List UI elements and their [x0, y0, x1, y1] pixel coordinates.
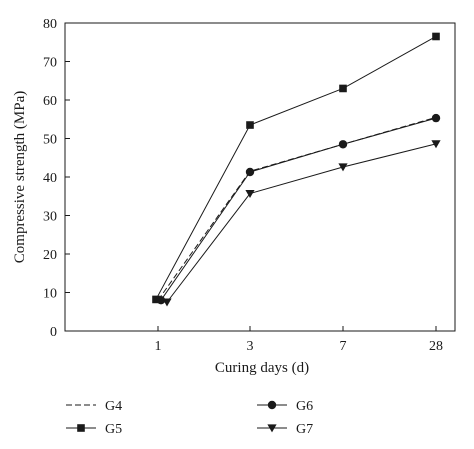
data-point-g7	[245, 189, 255, 198]
y-tick-label: 80	[43, 17, 57, 32]
y-tick-label: 20	[43, 248, 57, 263]
x-axis-label: Curing days (d)	[215, 360, 309, 376]
series-line-g6	[160, 117, 437, 301]
y-tick-label: 10	[43, 287, 57, 302]
legend-marker	[267, 400, 277, 410]
legend-item-g6: G6	[257, 399, 313, 414]
x-axis: 1 3 7 28	[155, 326, 443, 354]
x-tick-label: 1	[155, 339, 162, 354]
y-axis: 0 10 20 30 40 50 60 70 80	[43, 17, 70, 340]
legend-item-g4: G4	[66, 399, 122, 414]
x-tick-label: 3	[247, 339, 254, 354]
y-tick-label: 30	[43, 210, 57, 225]
data-point-g6	[431, 113, 441, 123]
data-point-g5	[246, 121, 254, 129]
series-g4	[157, 116, 437, 301]
data-point-g5	[432, 32, 440, 41]
data-point-g5	[152, 295, 160, 304]
data-point-g7	[162, 298, 172, 307]
legend-item-g5: G5	[66, 422, 122, 437]
legend-label: G4	[105, 399, 122, 414]
legend-marker	[77, 424, 85, 432]
data-point-g7	[338, 163, 348, 172]
data-point-g6	[245, 167, 255, 177]
y-axis-label: Compressive strength (MPa)	[12, 91, 28, 263]
y-tick-label: 60	[43, 94, 57, 109]
series-g7	[162, 140, 441, 307]
legend: G4 G5 G6 G7	[66, 399, 313, 437]
y-tick-label: 0	[50, 325, 57, 340]
legend-label: G5	[105, 422, 122, 437]
data-point-g6	[338, 140, 348, 149]
data-point-g7	[431, 140, 441, 149]
plot-frame	[64, 22, 456, 332]
series-layer	[152, 32, 441, 307]
series-g6	[156, 113, 441, 305]
x-tick-label: 28	[429, 339, 443, 354]
data-point-g5	[339, 84, 347, 93]
legend-label: G6	[296, 399, 313, 414]
y-tick-label: 40	[43, 171, 57, 186]
legend-marker	[267, 424, 277, 433]
series-line-g4	[157, 116, 437, 301]
legend-item-g7: G7	[257, 422, 313, 437]
y-tick-label: 50	[43, 133, 57, 148]
series-line-g7	[166, 143, 437, 303]
legend-label: G7	[296, 422, 313, 437]
y-tick-label: 70	[43, 56, 57, 71]
x-tick-label: 7	[340, 339, 347, 354]
series-line-g5	[155, 36, 437, 300]
data-point-g6	[156, 296, 166, 305]
series-g5	[152, 32, 440, 304]
